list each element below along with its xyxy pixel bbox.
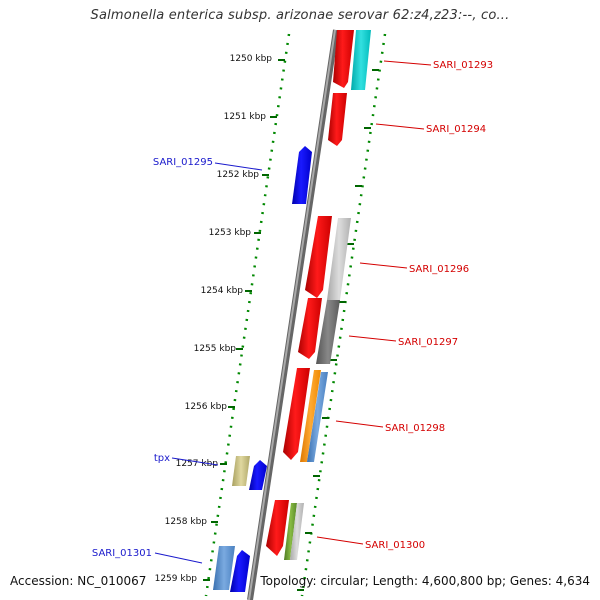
tick-label: 1259 kbp xyxy=(155,574,198,584)
reverse-genes xyxy=(213,146,312,592)
gene-sari-01297-arrow[interactable] xyxy=(298,298,322,359)
tick-marks-left xyxy=(203,59,285,581)
gene-label-sari-01297[interactable]: SARI_01297 xyxy=(398,337,458,348)
gene-label-sari-01293[interactable]: SARI_01293 xyxy=(433,60,493,71)
tick-marks-right xyxy=(297,69,379,591)
gene-steel-blue-feature[interactable] xyxy=(307,372,328,462)
gene-sari-01296-arrow[interactable] xyxy=(305,216,332,298)
gene-label-sari-01301[interactable]: SARI_01301 xyxy=(92,548,152,559)
forward-genes xyxy=(266,30,371,560)
tick-label: 1256 kbp xyxy=(185,402,228,412)
gene-label-sari-01295[interactable]: SARI_01295 xyxy=(153,157,213,168)
map-title: Salmonella enterica subsp. arizonae sero… xyxy=(90,8,510,23)
tick-label: 1250 kbp xyxy=(230,54,273,64)
gene-sari-01300-arrow[interactable] xyxy=(266,500,289,556)
tick-label: 1255 kbp xyxy=(194,344,237,354)
gene-olive-feature[interactable] xyxy=(232,456,250,486)
tick-label: 1258 kbp xyxy=(165,517,208,527)
gene-orange-feature[interactable] xyxy=(300,370,321,462)
gene-cyan-feature[interactable] xyxy=(351,30,371,90)
accession-text: Accession: NC_010067 xyxy=(10,574,147,588)
gene-light-gray-feature-2[interactable] xyxy=(290,503,304,560)
topology-text: Topology: circular; Length: 4,600,800 bp… xyxy=(260,574,590,588)
gene-label-sari-01296[interactable]: SARI_01296 xyxy=(409,264,469,275)
tick-label: 1252 kbp xyxy=(217,170,260,180)
gene-label-sari-01298[interactable]: SARI_01298 xyxy=(385,423,445,434)
tick-label: 1257 kbp xyxy=(176,459,219,469)
gene-sari-01294-arrow[interactable] xyxy=(328,93,347,146)
gene-tpx-arrow[interactable] xyxy=(249,460,267,490)
gene-sari-01293-arrow[interactable] xyxy=(333,30,354,88)
gene-sari-01301-arrow[interactable] xyxy=(230,550,250,592)
gene-sari-01295-arrow[interactable] xyxy=(292,146,312,204)
gene-sari-01298-arrow[interactable] xyxy=(283,368,310,460)
genome-backbone-highlight xyxy=(248,29,336,600)
gene-label-tpx[interactable]: tpx xyxy=(154,453,170,464)
tick-label: 1253 kbp xyxy=(209,228,252,238)
gene-label-sari-01294[interactable]: SARI_01294 xyxy=(426,124,486,135)
gene-label-sari-01300[interactable]: SARI_01300 xyxy=(365,540,425,551)
tick-label: 1254 kbp xyxy=(201,286,244,296)
gene-steel-blue-feature-2[interactable] xyxy=(213,546,235,590)
tick-label: 1251 kbp xyxy=(224,112,267,122)
gene-dark-gray-feature[interactable] xyxy=(316,300,340,364)
gene-green-feature[interactable] xyxy=(284,503,297,560)
label-leaders xyxy=(154,60,432,564)
gene-light-gray-feature[interactable] xyxy=(327,218,351,300)
